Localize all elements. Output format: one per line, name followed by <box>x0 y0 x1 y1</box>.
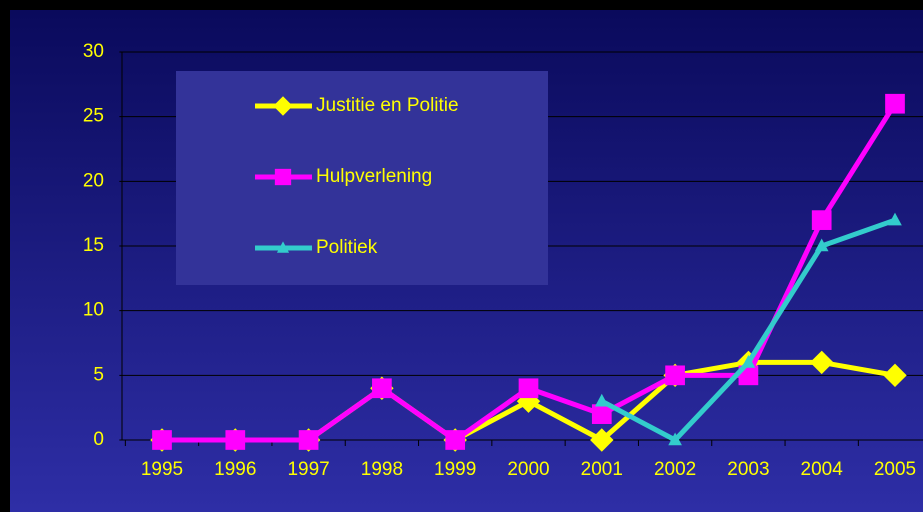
x-tick-label: 2004 <box>801 459 844 480</box>
legend-marker <box>274 168 292 186</box>
legend-marker <box>273 96 293 116</box>
legend-label: Hulpverlening <box>316 166 432 187</box>
data-point <box>885 93 905 114</box>
x-tick-label: 1998 <box>361 459 403 480</box>
y-tick-label: 30 <box>83 41 104 62</box>
legend-label: Justitie en Politie <box>316 95 459 116</box>
data-point <box>591 404 612 424</box>
legend-label: Politiek <box>316 237 378 258</box>
data-point <box>665 365 685 386</box>
data-point <box>594 393 609 407</box>
x-tick-label: 1995 <box>141 459 183 480</box>
x-tick-label: 2005 <box>874 459 916 480</box>
x-tick-label: 2003 <box>727 459 769 480</box>
data-point <box>225 430 246 450</box>
data-point <box>888 212 902 226</box>
data-point <box>372 378 392 399</box>
data-point <box>668 432 682 446</box>
data-point <box>298 430 319 450</box>
data-point <box>814 238 829 252</box>
x-tick-label: 2002 <box>654 459 696 480</box>
x-tick-label: 1999 <box>434 459 476 480</box>
legend-marker <box>276 241 290 253</box>
data-point <box>741 354 756 368</box>
data-point <box>883 363 907 388</box>
data-point <box>518 378 539 399</box>
y-tick-label: 15 <box>83 235 104 256</box>
data-point <box>152 430 172 450</box>
x-tick-label: 2001 <box>581 459 623 480</box>
y-tick-label: 20 <box>83 170 104 191</box>
y-tick-label: 25 <box>83 106 104 127</box>
y-tick-label: 0 <box>93 429 104 450</box>
data-point <box>590 428 614 452</box>
legend-box <box>176 71 548 285</box>
x-tick-label: 1996 <box>214 459 256 480</box>
y-tick-label: 5 <box>93 364 104 385</box>
x-tick-label: 2000 <box>507 459 549 480</box>
data-point <box>809 350 834 375</box>
x-tick-label: 1997 <box>287 459 329 480</box>
data-point <box>445 430 466 450</box>
data-point <box>811 210 832 230</box>
y-tick-label: 10 <box>83 300 104 321</box>
